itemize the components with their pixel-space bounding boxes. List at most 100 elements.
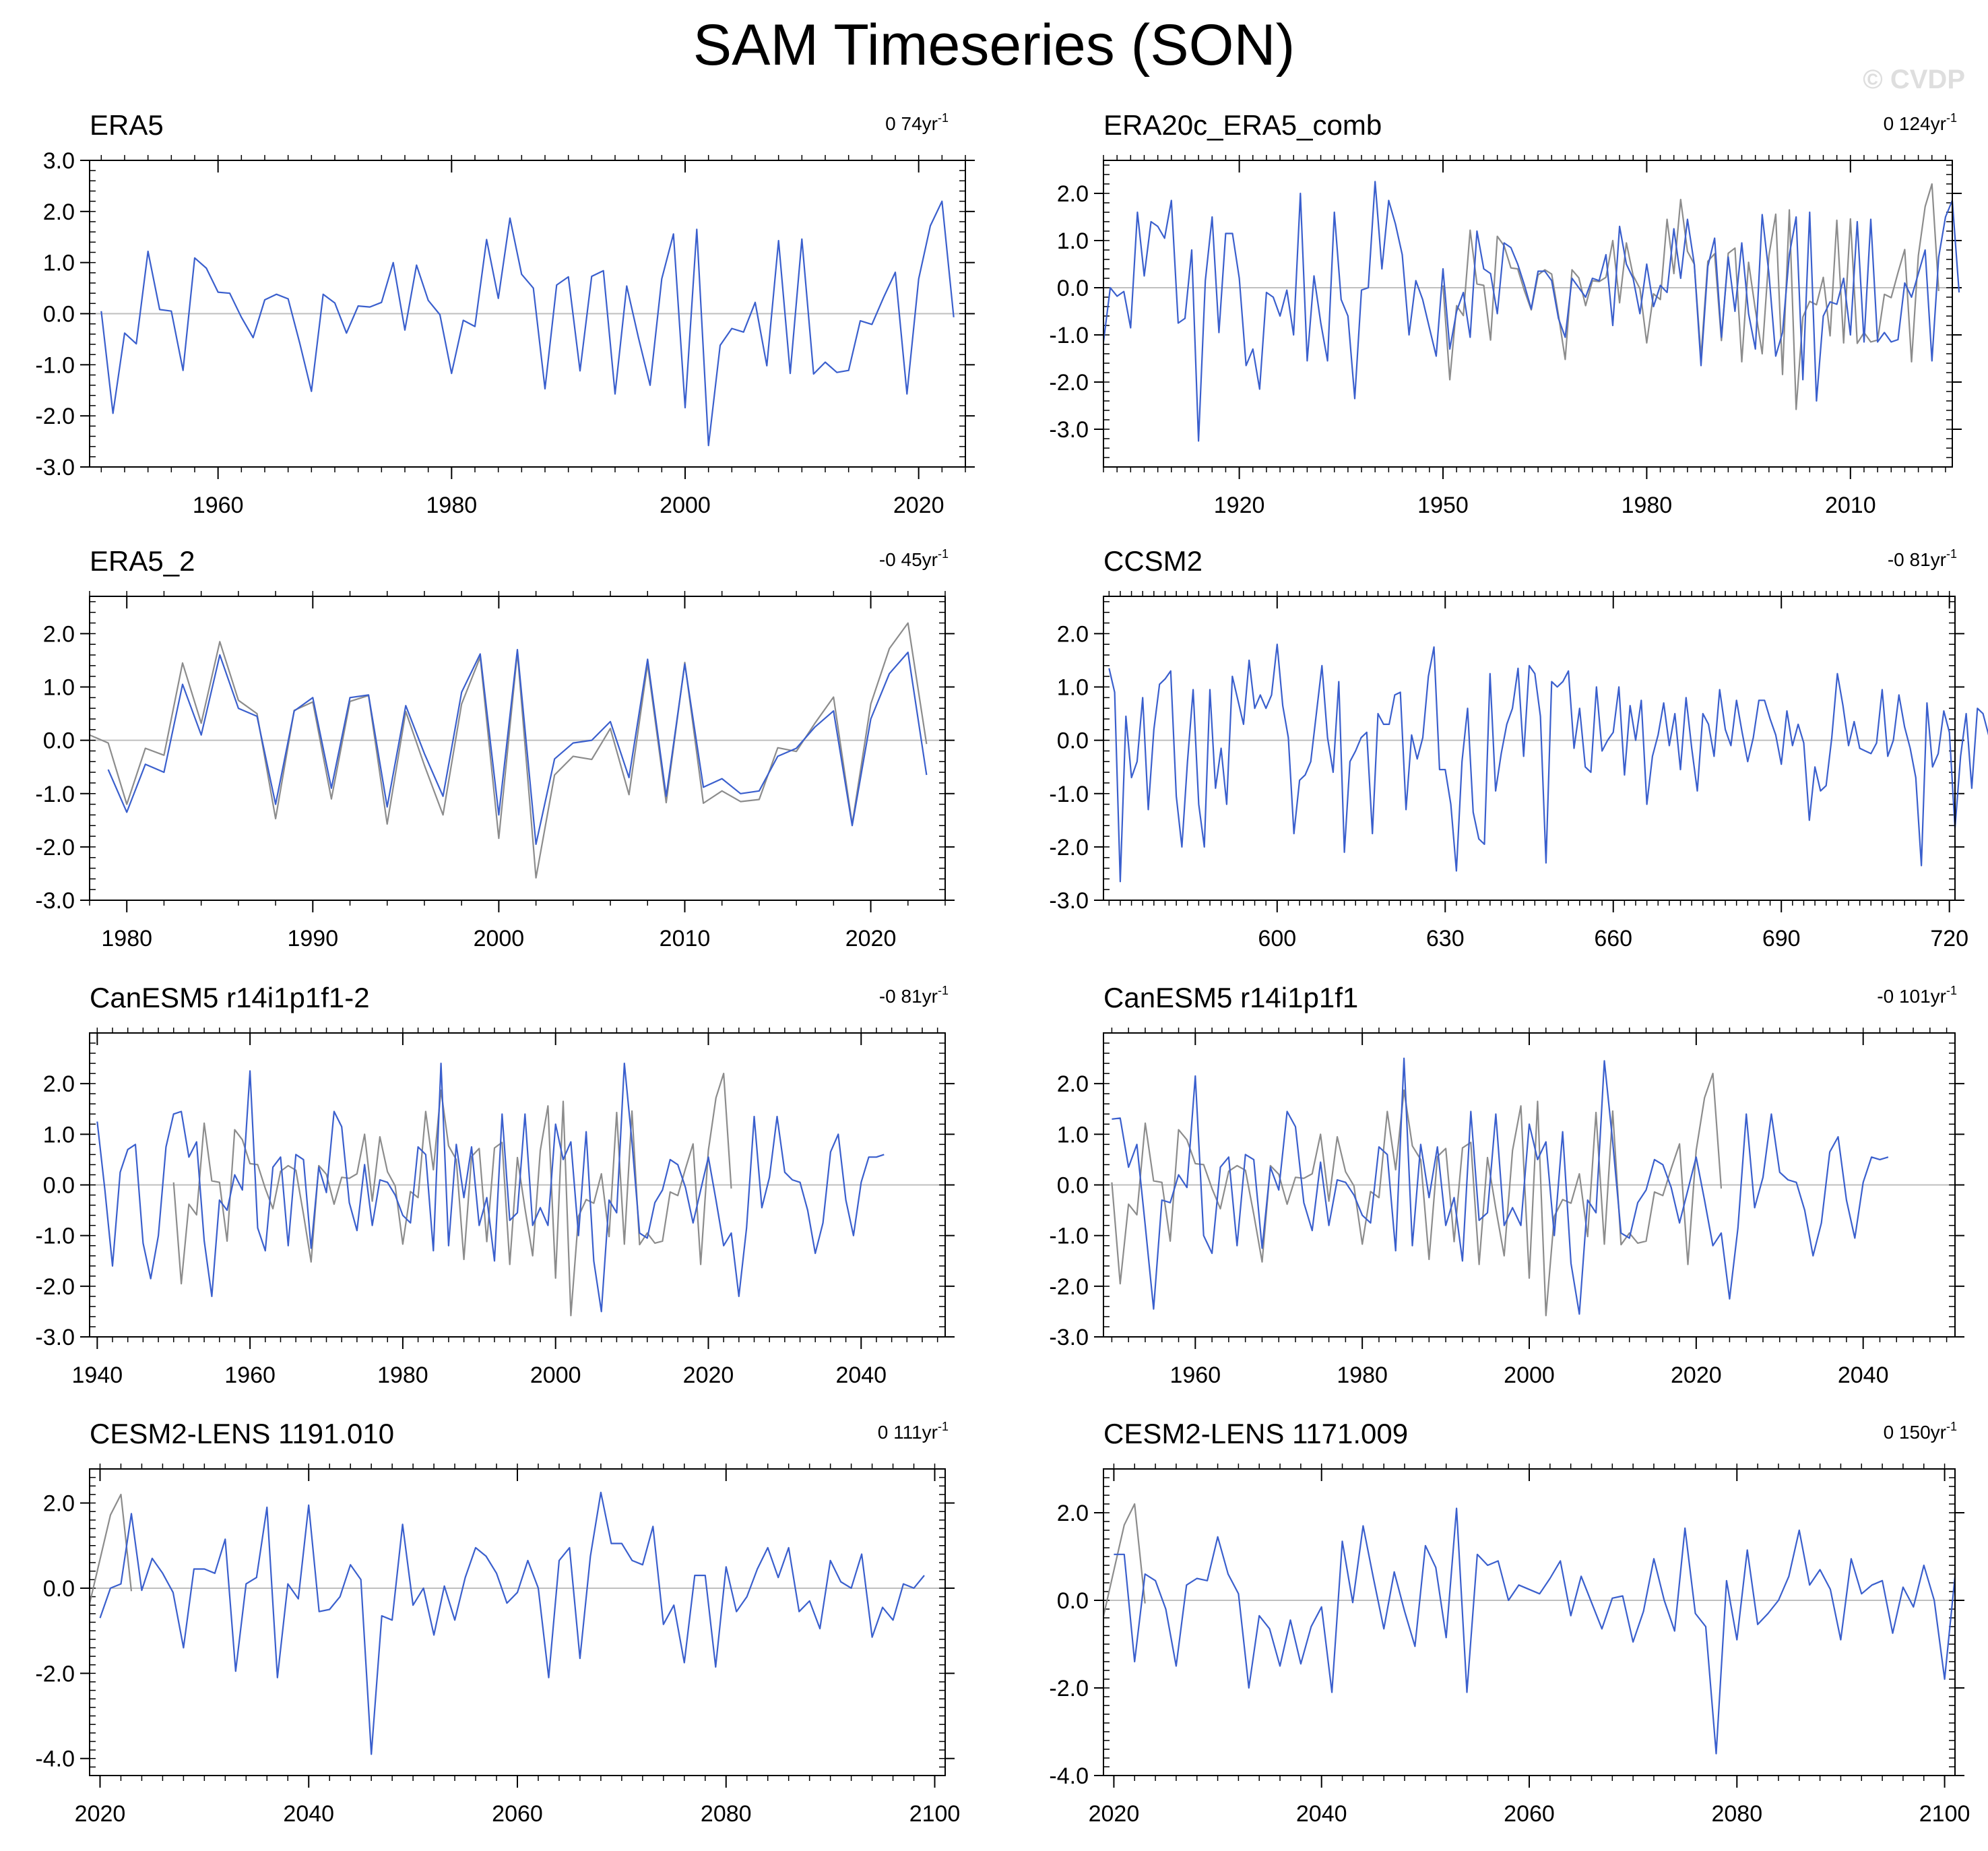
y-tick-label: 1.0 — [43, 1122, 75, 1148]
x-tick-label: 2020 — [845, 926, 897, 951]
y-tick-label: 1.0 — [1057, 1122, 1089, 1148]
y-tick-label: 2.0 — [43, 199, 75, 225]
y-tick-label: -1.0 — [1049, 323, 1089, 348]
x-tick-label: 2060 — [492, 1801, 543, 1827]
x-tick-label: 600 — [1258, 926, 1296, 951]
y-tick-label: 0.0 — [1057, 728, 1089, 754]
x-tick-label: 660 — [1594, 926, 1632, 951]
x-tick-label: 2100 — [909, 1801, 961, 1827]
x-tick-label: 2100 — [1919, 1801, 1970, 1827]
chart-panel-6: CanESM5 r14i1p1f1 -0 101yr-1 2.0 1.0 0.0 -1.0… — [1049, 982, 1964, 1388]
y-tick-label: 1.0 — [1057, 675, 1089, 701]
model-series-line — [1114, 1507, 1956, 1755]
x-tick-label: 2040 — [1838, 1362, 1889, 1388]
panel-title: ERA5_2 — [90, 545, 195, 577]
trend-label: -0 45yr-1 — [879, 547, 949, 570]
y-tick-label: 2.0 — [1057, 1071, 1089, 1097]
x-tick-label: 2080 — [701, 1801, 752, 1827]
plot-frame — [1103, 160, 1953, 468]
trend-value: -0 81yr — [879, 986, 938, 1007]
panel-title: CESM2-LENS 1171.009 — [1103, 1418, 1408, 1449]
x-tick-label: 1960 — [224, 1362, 276, 1388]
model-series-line — [107, 648, 928, 846]
plot-frame — [89, 1032, 946, 1338]
y-tick-label: -3.0 — [35, 455, 75, 480]
x-tick-label: 2000 — [474, 926, 525, 951]
x-tick-label: 2080 — [1711, 1801, 1762, 1827]
y-tick-label: 2.0 — [1057, 181, 1089, 207]
y-tick-label: 1.0 — [1057, 228, 1089, 254]
observations-series-line — [1102, 1503, 1146, 1617]
y-tick-label: -3.0 — [1049, 888, 1089, 914]
y-tick-label: -2.0 — [1049, 1274, 1089, 1300]
observations-series-line — [88, 1493, 133, 1604]
panel-title: CanESM5 r14i1p1f1-2 — [90, 982, 370, 1013]
x-tick-label: 2000 — [660, 493, 711, 518]
trend-value: -0 81yr — [1888, 549, 1946, 570]
y-tick-label: -2.0 — [1049, 835, 1089, 860]
trend-value: 0 124yr — [1884, 113, 1946, 134]
y-tick-label: -2.0 — [35, 1661, 75, 1687]
observations-series-line — [1442, 183, 1939, 410]
trend-label: -0 81yr-1 — [1888, 547, 1957, 570]
y-tick-label: 2.0 — [1057, 1501, 1089, 1526]
trend-value: -0 45yr — [879, 549, 938, 570]
panel-title: CanESM5 r14i1p1f1 — [1103, 982, 1358, 1013]
x-tick-label: 690 — [1762, 926, 1801, 951]
trend-label: 0 74yr-1 — [885, 111, 949, 134]
x-tick-label: 630 — [1426, 926, 1465, 951]
y-tick-label: 0.0 — [43, 1173, 75, 1199]
model-series-line — [1108, 644, 1988, 883]
y-tick-label: 0.0 — [43, 302, 75, 327]
x-tick-label: 1960 — [193, 493, 244, 518]
plot-frame — [1103, 1468, 1956, 1776]
model-series-line — [100, 200, 955, 447]
trend-exponent: -1 — [1946, 984, 1957, 997]
x-tick-label: 1980 — [1337, 1362, 1388, 1388]
chart-panel-7: CESM2-LENS 1191.010 0 111yr-1 2.0 0.0 -2.0 -4… — [35, 1418, 960, 1827]
plot-frame — [1103, 1032, 1956, 1338]
x-tick-label: 1950 — [1417, 493, 1469, 518]
model-series-line — [1102, 181, 1960, 442]
y-tick-label: 3.0 — [43, 148, 75, 174]
y-tick-label: -2.0 — [35, 835, 75, 860]
trend-label: 0 124yr-1 — [1884, 111, 1957, 134]
trend-value: 0 111yr — [878, 1422, 938, 1443]
y-tick-label: -4.0 — [1049, 1763, 1089, 1789]
y-tick-label: 0.0 — [1057, 1173, 1089, 1199]
y-tick-label: 0.0 — [43, 1576, 75, 1602]
model-series-line — [96, 1062, 885, 1313]
y-tick-label: 0.0 — [1057, 276, 1089, 301]
x-tick-label: 2000 — [530, 1362, 581, 1388]
x-tick-label: 2020 — [1089, 1801, 1140, 1827]
page-title: SAM Timeseries (SON) — [693, 13, 1295, 77]
trend-exponent: -1 — [938, 547, 949, 561]
trend-label: -0 101yr-1 — [1877, 984, 1957, 1007]
y-tick-label: -1.0 — [35, 352, 75, 378]
y-tick-label: -1.0 — [35, 1224, 75, 1249]
observations-series-line — [89, 622, 928, 879]
x-tick-label: 1980 — [377, 1362, 428, 1388]
x-tick-label: 1980 — [426, 493, 478, 518]
y-tick-label: 1.0 — [43, 251, 75, 276]
x-tick-label: 720 — [1930, 926, 1968, 951]
y-tick-label: -3.0 — [35, 1325, 75, 1350]
plot-frame — [89, 1468, 946, 1776]
y-tick-label: -2.0 — [1049, 370, 1089, 396]
x-tick-label: 1940 — [72, 1362, 123, 1388]
x-tick-label: 1980 — [1622, 493, 1673, 518]
y-tick-label: -2.0 — [35, 404, 75, 429]
trend-value: 0 74yr — [885, 113, 938, 134]
x-tick-label: 2020 — [683, 1362, 734, 1388]
x-tick-label: 2010 — [660, 926, 711, 951]
x-tick-label: 2040 — [283, 1801, 334, 1827]
chart-panel-2: ERA20c_ERA5_comb 0 124yr-1 2.0 1.0 0.0 -1.0 -2… — [1049, 109, 1962, 518]
chart-panel-5: CanESM5 r14i1p1f1-2 -0 81yr-1 2.0 1.0 0.0 -1.… — [35, 982, 955, 1388]
chart-panel-3: ERA5_2 -0 45yr-1 2.0 1.0 0.0 -1.0 -2.0 -3.0 1980… — [35, 545, 955, 951]
x-tick-label: 2040 — [1296, 1801, 1347, 1827]
x-tick-label: 2020 — [75, 1801, 126, 1827]
x-tick-label: 1990 — [287, 926, 338, 951]
cvdp-watermark: © CVDP — [1863, 65, 1965, 94]
x-tick-label: 1920 — [1214, 493, 1265, 518]
